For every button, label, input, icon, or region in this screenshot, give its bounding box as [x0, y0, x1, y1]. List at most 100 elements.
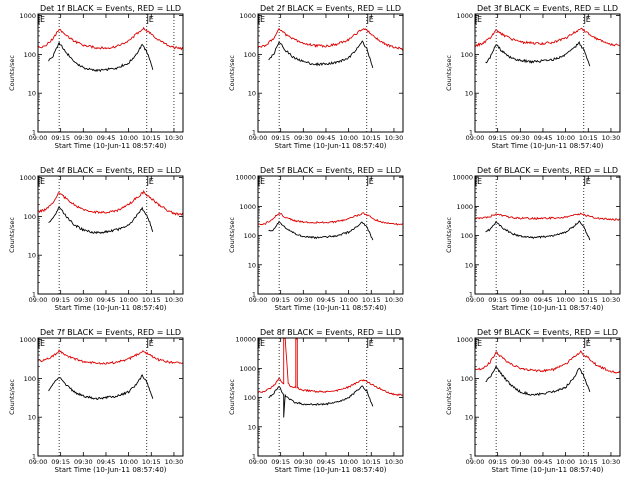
marker-label: E	[149, 339, 154, 348]
lld-series-line	[38, 349, 183, 365]
y-tick-label: 1	[252, 291, 256, 299]
marker-label: E	[586, 15, 591, 24]
x-tick-label: 10:30	[385, 458, 404, 466]
panel-title: Det 4f BLACK = Events, RED = LLD	[40, 166, 181, 175]
events-series-line	[485, 220, 591, 241]
panel-title: Det 7f BLACK = Events, RED = LLD	[40, 328, 181, 337]
x-tick-label: 09:45	[534, 296, 553, 304]
lld-series-line	[258, 27, 403, 51]
plot-frame	[474, 337, 621, 457]
x-tick-label: 09:00	[466, 296, 485, 304]
x-tick-label: 09:30	[511, 296, 530, 304]
events-series-line	[48, 41, 154, 73]
x-tick-label: 09:45	[534, 134, 553, 142]
y-tick-label: 100	[244, 51, 256, 59]
marker-label: E	[149, 177, 154, 186]
x-tick-label: 09:45	[317, 458, 336, 466]
plot-frame	[37, 175, 184, 295]
y-tick-label: 10	[28, 90, 36, 98]
y-tick-label: 1	[32, 291, 36, 299]
y-tick-label: 10	[248, 423, 256, 431]
panel-5: Det 5f BLACK = Events, RED = LLD E E 1 10 100…	[228, 166, 404, 312]
x-tick-label: 10:30	[385, 296, 404, 304]
y-tick-label: 10	[465, 261, 473, 269]
panel-6: Det 6f BLACK = Events, RED = LLD E E 1 10 100…	[445, 166, 621, 312]
x-tick-label: 10:00	[339, 296, 358, 304]
x-axis-label: Start Time (10-Jun-11 08:57:40)	[492, 304, 604, 312]
y-tick-label: 10	[465, 90, 473, 98]
y-tick-label: 1	[32, 453, 36, 461]
y-tick-label: 1	[252, 453, 256, 461]
x-axis-label: Start Time (10-Jun-11 08:57:40)	[55, 304, 167, 312]
x-tick-label: 09:30	[294, 296, 313, 304]
y-tick-label: 100	[24, 375, 36, 383]
x-tick-label: 10:15	[579, 134, 598, 142]
y-tick-label: 10	[28, 252, 36, 260]
lld-series-line	[258, 212, 403, 226]
x-tick-label: 09:15	[271, 296, 290, 304]
panel-9: Det 9f BLACK = Events, RED = LLD E E 1 10 100…	[445, 328, 621, 474]
x-tick-label: 10:15	[362, 296, 381, 304]
events-series-line	[268, 385, 374, 418]
y-tick-label: 1	[469, 129, 473, 137]
panel-title: Det 2f BLACK = Events, RED = LLD	[260, 4, 401, 13]
plot-frame	[474, 175, 621, 295]
x-tick-label: 10:00	[556, 458, 575, 466]
y-tick-label: 1000	[456, 336, 473, 344]
plot-frame	[37, 337, 184, 457]
y-tick-label: 10000	[235, 336, 256, 344]
x-tick-label: 09:00	[249, 296, 268, 304]
events-series-line	[268, 220, 374, 241]
x-tick-label: 09:30	[74, 458, 93, 466]
marker-label: E	[260, 177, 265, 186]
y-tick-label: 100	[461, 375, 473, 383]
lld-series-line	[475, 212, 620, 221]
x-tick-label: 10:30	[165, 134, 184, 142]
x-tick-label: 09:00	[249, 458, 268, 466]
y-tick-label: 100	[244, 232, 256, 240]
x-tick-label: 10:30	[385, 134, 404, 142]
y-tick-label: 1000	[19, 12, 36, 20]
y-tick-label: 10000	[452, 174, 473, 182]
x-tick-label: 09:00	[29, 134, 48, 142]
marker-label: E	[586, 177, 591, 186]
x-tick-label: 09:15	[51, 458, 70, 466]
marker-label: E	[369, 177, 374, 186]
y-axis-label: Counts/sec	[228, 217, 236, 253]
events-series-line	[485, 365, 591, 397]
marker-label: E	[369, 15, 374, 24]
y-tick-label: 10000	[235, 174, 256, 182]
plot-frame	[257, 337, 404, 457]
y-tick-label: 1	[469, 453, 473, 461]
x-tick-label: 09:30	[74, 296, 93, 304]
y-axis-label: Counts/sec	[8, 379, 16, 415]
panel-3: Det 3f BLACK = Events, RED = LLD E E 1 10 100…	[445, 4, 621, 150]
y-axis-label: Counts/sec	[445, 379, 453, 415]
lld-series-line	[38, 26, 183, 51]
plot-frame	[257, 175, 404, 295]
y-tick-label: 1	[469, 291, 473, 299]
panel-2: Det 2f BLACK = Events, RED = LLD E E 1 10 100…	[228, 4, 404, 150]
marker-label: E	[260, 15, 265, 24]
marker-label: E	[477, 339, 482, 348]
y-axis-label: Counts/sec	[228, 379, 236, 415]
y-tick-label: 10	[248, 90, 256, 98]
panel-8: Det 8f BLACK = Events, RED = LLD E E 1 10 100…	[228, 328, 404, 474]
y-tick-label: 1000	[456, 12, 473, 20]
x-tick-label: 09:30	[294, 458, 313, 466]
marker-label: E	[477, 177, 482, 186]
x-tick-label: 10:00	[119, 296, 138, 304]
events-series-line	[48, 374, 154, 401]
x-tick-label: 10:15	[142, 458, 161, 466]
x-axis-label: Start Time (10-Jun-11 08:57:40)	[492, 142, 604, 150]
marker-label: E	[40, 177, 45, 186]
marker-label: E	[477, 15, 482, 24]
y-axis-label: Counts/sec	[8, 217, 16, 253]
x-tick-label: 09:15	[51, 296, 70, 304]
marker-label: E	[40, 15, 45, 24]
panel-title: Det 8f BLACK = Events, RED = LLD	[260, 328, 401, 337]
x-tick-label: 10:15	[362, 458, 381, 466]
y-tick-label: 100	[244, 394, 256, 402]
y-axis-label: Counts/sec	[8, 55, 16, 91]
